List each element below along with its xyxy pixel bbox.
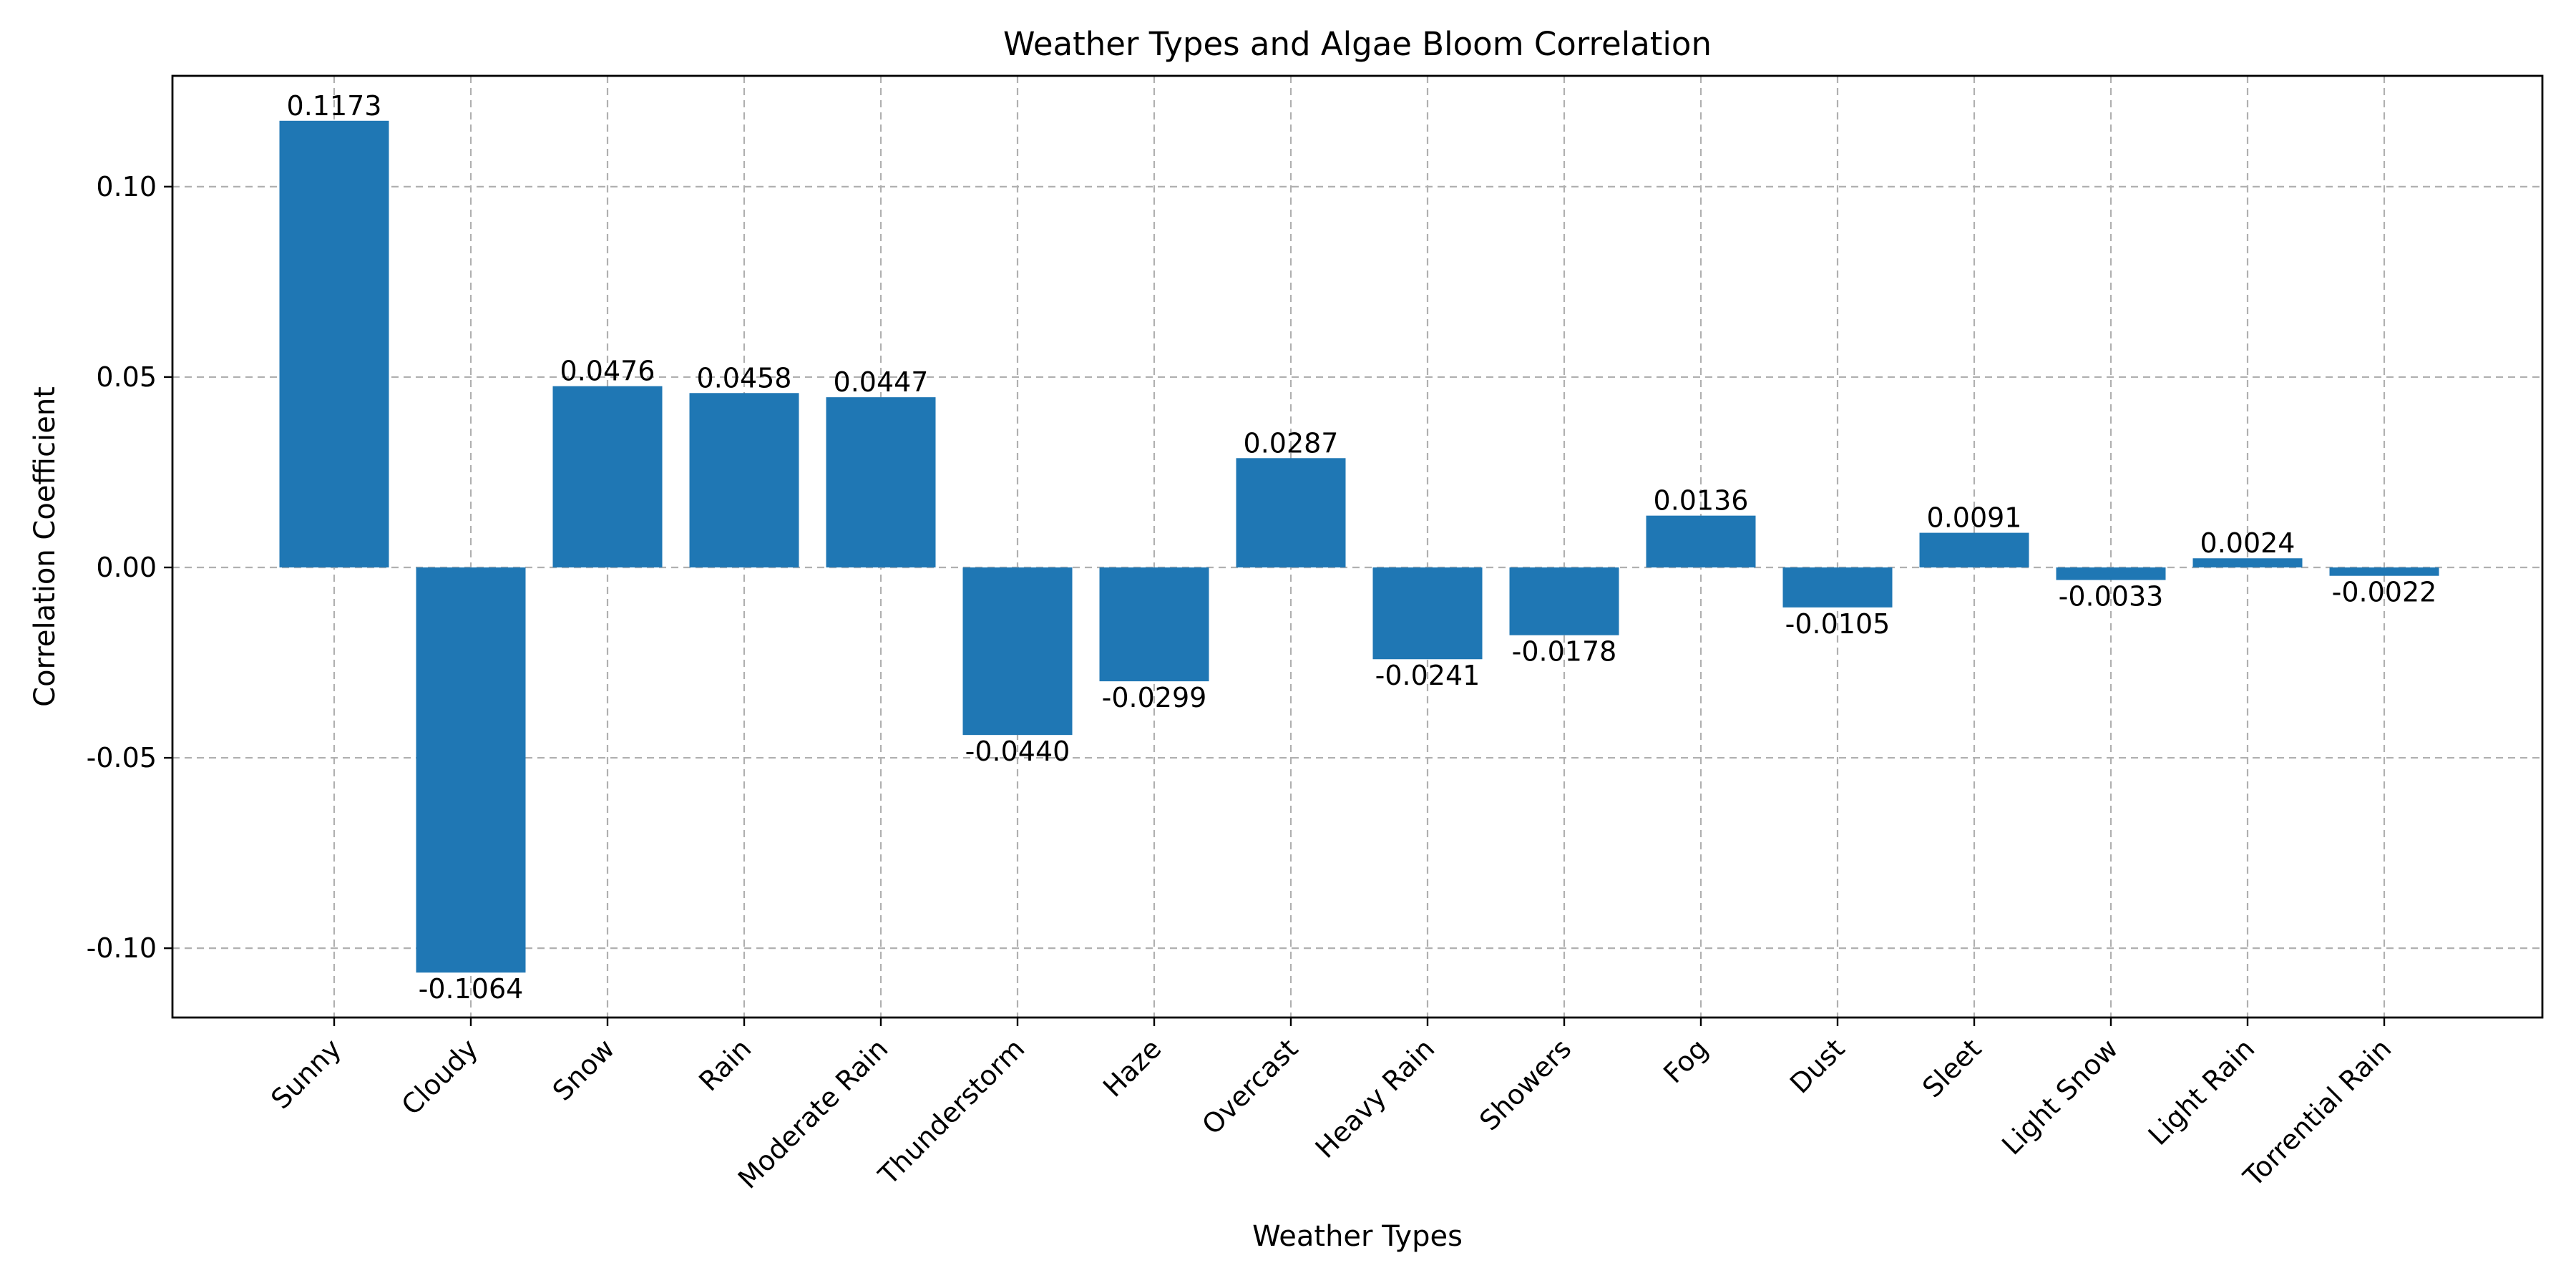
bar: [1099, 567, 1209, 682]
bar-value-label: -0.0022: [2332, 577, 2437, 608]
bar: [552, 386, 663, 568]
bar-value-label: 0.0091: [1927, 502, 2022, 534]
plot-frame: [171, 74, 2544, 1019]
bar: [1372, 567, 1483, 660]
bar: [1509, 567, 1619, 635]
bar: [689, 393, 799, 568]
bar: [962, 567, 1073, 736]
bar-value-label: -0.0241: [1375, 660, 1480, 691]
bar-value-label: -0.1064: [419, 973, 524, 1005]
bar-value-label: -0.0178: [1512, 636, 1617, 668]
bar: [416, 567, 526, 973]
bar-value-label: -0.0299: [1102, 682, 1207, 713]
bar: [2192, 558, 2303, 568]
bar: [1646, 515, 1756, 568]
bar-value-label: 0.0458: [697, 362, 792, 394]
x-axis-label: Weather Types: [1252, 1220, 1463, 1253]
bar-value-label: 0.0476: [560, 356, 655, 387]
y-tick-label: 0.05: [96, 361, 157, 393]
bar: [826, 397, 936, 568]
bar-value-label: 0.0136: [1654, 485, 1749, 517]
bar-value-label: 0.0024: [2200, 527, 2296, 559]
bar: [2056, 567, 2166, 580]
bar: [279, 120, 389, 568]
bar: [1919, 532, 2029, 568]
y-tick-label: 0.10: [96, 171, 157, 203]
chart-title: Weather Types and Algae Bloom Correlatio…: [1003, 25, 1712, 63]
bar: [1236, 458, 1346, 568]
bar-labels: 0.1173 -0.1064 0.0476 0.0458 0.0447 -0.0440 -0…: [287, 90, 2437, 1005]
bar-value-label: 0.0287: [1244, 427, 1339, 459]
bar-value-label: 0.1173: [287, 90, 382, 122]
y-tick-label: -0.05: [87, 742, 157, 774]
y-axis-label: Correlation Coefficient: [29, 386, 62, 707]
bar: [2329, 567, 2439, 576]
y-tick-label: -0.10: [87, 932, 157, 964]
bars: [279, 120, 2439, 973]
bar-value-label: 0.0447: [834, 366, 929, 398]
y-axis: -0.10 -0.05 0.00 0.05 0.10: [87, 171, 172, 964]
bar: [1782, 567, 1893, 608]
bar-value-label: -0.0105: [1785, 608, 1890, 640]
y-tick-label: 0.00: [96, 552, 157, 583]
bar-value-label: -0.0033: [2059, 581, 2164, 613]
bar-value-label: -0.0440: [965, 736, 1070, 767]
